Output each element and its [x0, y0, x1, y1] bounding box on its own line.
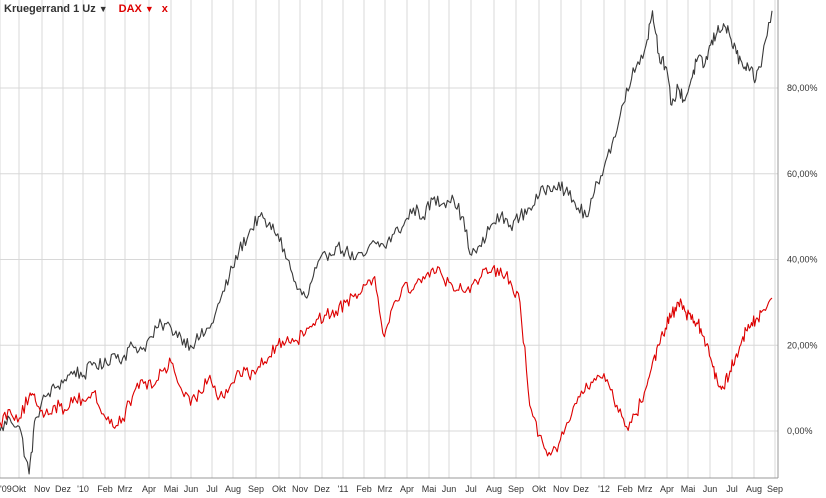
x-tick-label: Dez	[55, 484, 72, 494]
y-tick-label: 80,00%	[787, 83, 818, 93]
x-tick-label: Okt	[272, 484, 287, 494]
y-tick-label: 40,00%	[787, 255, 818, 265]
series-line-dax	[0, 264, 773, 457]
legend-label-series2: DAX	[118, 3, 142, 15]
x-tick-label: Feb	[617, 484, 633, 494]
legend-label-series1: Kruegerrand 1 Uz	[4, 3, 96, 15]
x-tick-label: Mrz	[638, 484, 653, 494]
x-tick-label: Nov	[553, 484, 570, 494]
legend-item-series2[interactable]: DAX ▼	[119, 3, 154, 15]
x-tick-label: Apr	[400, 484, 414, 494]
x-tick-label: Jun	[442, 484, 457, 494]
x-tick-label: Mrz	[378, 484, 393, 494]
series-line-kruegerrand	[0, 10, 773, 475]
x-tick-label: '12	[598, 484, 610, 494]
x-tick-label: Sep	[248, 484, 264, 494]
x-tick-label: Jun	[184, 484, 199, 494]
x-tick-label: Feb	[97, 484, 113, 494]
x-tick-label: Mai	[422, 484, 437, 494]
x-tick-label: Aug	[486, 484, 502, 494]
x-tick-label: Jul	[726, 484, 738, 494]
x-tick-label: Apr	[660, 484, 674, 494]
x-tick-label: Jun	[703, 484, 718, 494]
legend-item-series1[interactable]: Kruegerrand 1 Uz ▼	[4, 3, 108, 15]
x-tick-label: Okt	[532, 484, 547, 494]
x-tick-label: Dez	[314, 484, 331, 494]
y-tick-label: 0,00%	[787, 426, 813, 436]
dropdown-triangle-icon[interactable]: ▼	[98, 4, 108, 14]
x-tick-label: Aug	[225, 484, 241, 494]
x-tick-label: Mai	[681, 484, 696, 494]
y-tick-label: 20,00%	[787, 340, 818, 350]
x-tick-label: Sep	[508, 484, 524, 494]
x-tick-label: Sep	[767, 484, 783, 494]
x-tick-label: Feb	[356, 484, 372, 494]
x-tick-label: Okt	[12, 484, 27, 494]
remove-series-close-icon[interactable]: x	[161, 3, 168, 15]
x-tick-label: '09	[0, 484, 12, 494]
y-tick-label: 60,00%	[787, 169, 818, 179]
x-tick-label: '11	[337, 484, 348, 494]
x-tick-label: Aug	[746, 484, 762, 494]
x-tick-label: Jul	[465, 484, 477, 494]
legend: Kruegerrand 1 Uz ▼ DAX ▼ x	[4, 3, 168, 15]
x-tick-label: Mrz	[118, 484, 133, 494]
x-tick-label: Apr	[142, 484, 156, 494]
x-tick-label: Nov	[34, 484, 51, 494]
x-tick-label: Nov	[292, 484, 309, 494]
x-tick-label: Jul	[206, 484, 218, 494]
dropdown-triangle-icon[interactable]: ▼	[144, 4, 154, 14]
series-group	[0, 10, 773, 475]
x-tick-label: Dez	[573, 484, 590, 494]
x-tick-label: '10	[77, 484, 89, 494]
x-tick-label: Mai	[164, 484, 179, 494]
